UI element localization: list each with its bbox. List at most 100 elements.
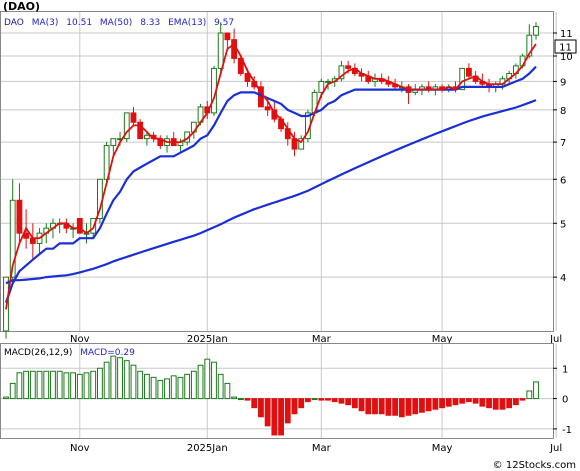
candle-body xyxy=(76,218,83,234)
macd-bar-positive xyxy=(170,375,177,400)
macd-bar-negative xyxy=(405,398,412,416)
price-ytick-label: 10 xyxy=(560,52,573,63)
macd-bar-negative xyxy=(325,398,331,401)
macd-bar-positive xyxy=(217,373,224,400)
macd-bar-negative xyxy=(465,398,472,403)
macd-bar-positive xyxy=(123,360,130,400)
macd-xtick-label: Mar xyxy=(312,443,332,454)
candle-down xyxy=(76,218,83,234)
price-ytick-label: 9 xyxy=(560,77,566,88)
macd-bar-negative xyxy=(419,398,425,413)
legend-ma3-value: 10.51 xyxy=(66,18,92,28)
candle-up xyxy=(143,131,150,146)
macd-bar-negative xyxy=(479,398,486,407)
macd-bar-positive xyxy=(150,376,157,400)
macd-bar-negative xyxy=(284,398,291,424)
candle-up xyxy=(217,22,224,74)
macd-bar-negative xyxy=(486,398,492,409)
candle-down xyxy=(137,119,144,140)
candle-body xyxy=(217,32,224,69)
candle-up xyxy=(338,60,345,82)
candle-body xyxy=(130,112,137,123)
candle-body xyxy=(264,106,271,111)
candle-body xyxy=(526,34,533,57)
macd-bar-positive xyxy=(29,370,36,400)
macd-ytick-label: 0 xyxy=(562,395,568,406)
legend-symbol: DAO xyxy=(4,18,24,28)
candle-body xyxy=(123,112,130,140)
macd-ytick-label: -1 xyxy=(562,425,572,436)
macd-bar-positive xyxy=(76,373,83,400)
macd-bar-positive xyxy=(204,358,211,400)
macd-bar-negative xyxy=(365,398,372,415)
macd-bar-positive xyxy=(56,370,63,400)
macd-bar-positive xyxy=(130,364,137,400)
candle-down xyxy=(224,32,231,49)
macd-bar-positive xyxy=(3,396,9,400)
macd-bar-negative xyxy=(304,398,311,403)
macd-bar-positive xyxy=(90,370,97,400)
macd-xtick-label: Jul xyxy=(549,443,562,454)
candle-body xyxy=(244,73,251,82)
macd-legend-label: MACD(26,12,9) xyxy=(4,348,72,358)
candle-body xyxy=(338,65,345,80)
macd-ytick-label: 1 xyxy=(562,364,568,375)
macd-bar-positive xyxy=(177,376,184,400)
macd-bar-positive xyxy=(211,361,217,400)
macd-bar-negative xyxy=(244,398,251,401)
macd-bar-negative xyxy=(278,398,284,436)
candle-down xyxy=(130,106,137,126)
macd-bar-negative xyxy=(412,398,419,415)
macd-bar-positive xyxy=(184,373,191,400)
macd-bar-negative xyxy=(358,398,365,412)
price-ytick-label: 4 xyxy=(560,273,566,284)
macd-bar-negative xyxy=(271,398,278,436)
macd-bar-positive xyxy=(143,373,150,400)
candle-up xyxy=(103,142,110,184)
macd-bar-negative xyxy=(425,398,432,412)
price-ytick-label: 7 xyxy=(560,138,566,149)
macd-bar-positive xyxy=(137,370,144,400)
macd-bar-negative xyxy=(472,398,479,404)
candle-body xyxy=(465,67,472,77)
macd-bar-negative xyxy=(331,398,338,403)
macd-bar-positive xyxy=(23,370,30,400)
macd-bar-positive xyxy=(197,364,204,400)
candle-body xyxy=(231,39,238,59)
macd-bar-positive xyxy=(164,378,170,400)
price-tag: 11 xyxy=(554,39,577,54)
candle-body xyxy=(298,138,305,150)
price-x-axis: Nov2025JanMarMayJulSep xyxy=(70,334,562,345)
macd-bar-negative xyxy=(351,398,358,409)
price-panel-frame xyxy=(0,11,554,332)
macd-bar-negative xyxy=(338,398,345,404)
legend-ma50-value: 8.33 xyxy=(140,18,160,28)
macd-bar-positive xyxy=(9,382,16,400)
macd-x-axis: Nov2025JanMarMayJulSep xyxy=(70,443,562,454)
macd-bar-negative xyxy=(452,398,459,406)
macd-bar-positive xyxy=(110,355,117,400)
candle-body xyxy=(318,80,325,93)
candle-body xyxy=(459,67,466,91)
macd-bar-positive xyxy=(533,381,539,400)
candle-body xyxy=(325,80,331,83)
ma50-line xyxy=(5,99,537,285)
macd-bar-positive xyxy=(70,372,77,400)
macd-bar-negative xyxy=(506,398,513,409)
macd-bar-positive xyxy=(43,370,50,400)
ma3-line xyxy=(5,42,537,310)
candle-body xyxy=(9,199,16,278)
macd-bar-positive xyxy=(117,357,123,400)
price-legend: DAO MA(3) 10.51 MA(50) 8.33 EMA(13) 9.57 xyxy=(4,18,234,28)
price-tag-box xyxy=(554,39,577,54)
macd-bar-positive xyxy=(526,390,533,400)
candle-body xyxy=(224,32,231,41)
price-xtick-label: Nov xyxy=(70,334,90,345)
price-xtick-label: May xyxy=(432,334,453,345)
candle-body xyxy=(345,65,352,69)
macd-xtick-label: May xyxy=(432,443,453,454)
price-tag-label: 11 xyxy=(559,43,572,54)
macd-bar-negative xyxy=(318,398,325,401)
price-ytick-label: 8 xyxy=(560,106,566,117)
macd-bar-negative xyxy=(251,398,258,409)
